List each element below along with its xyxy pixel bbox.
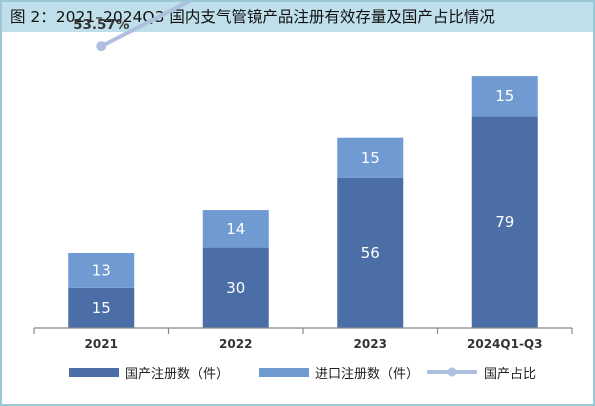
share-line — [99, 2, 193, 49]
bar-label-domestic: 15 — [92, 299, 111, 317]
x-tick-label: 2023 — [354, 337, 387, 351]
share-point — [96, 41, 107, 52]
legend-swatch-domestic — [69, 368, 119, 377]
bar-group: 15 13 30 14 56 15 79 15 — [68, 76, 538, 328]
bar-domestic — [68, 287, 135, 328]
legend-label-imported: 进口注册数（件） — [315, 367, 419, 382]
share-label: 53.57% — [73, 17, 130, 33]
x-tick-label: 2022 — [219, 337, 252, 351]
bar-domestic — [337, 177, 404, 328]
chart-title: 图 2：2021–2024Q3 国内支气管镜产品注册有效存量及国产占比情况 — [2, 2, 593, 32]
share-line-group: 53.57%68.18%78.87%84.04% — [73, 2, 193, 52]
bar-domestic — [471, 116, 538, 328]
x-axis: 2021 2022 2023 2024Q1-Q3 — [33, 327, 573, 351]
x-tick-label: 2024Q1-Q3 — [467, 337, 542, 351]
bar-label-imported: 14 — [226, 220, 245, 238]
bar-label-imported: 13 — [92, 261, 111, 279]
x-tick-label: 2021 — [85, 337, 118, 351]
bar-label-domestic: 30 — [226, 279, 245, 297]
bar-imported — [337, 137, 404, 178]
bar-imported — [471, 76, 538, 117]
legend-swatch-imported — [259, 368, 309, 377]
bar-label-imported: 15 — [495, 87, 514, 105]
bar-label-imported: 15 — [361, 149, 380, 167]
legend: 国产注册数（件） 进口注册数（件） 国产占比 — [69, 367, 536, 382]
bar-label-domestic: 56 — [361, 244, 380, 262]
bar-imported — [68, 252, 135, 288]
bar-domestic — [202, 247, 269, 328]
bar-imported — [202, 210, 269, 248]
legend-swatch-share-marker — [447, 367, 457, 377]
legend-label-share: 国产占比 — [484, 367, 536, 382]
bar-label-domestic: 79 — [495, 213, 514, 231]
legend-label-domestic: 国产注册数（件） — [125, 367, 229, 382]
